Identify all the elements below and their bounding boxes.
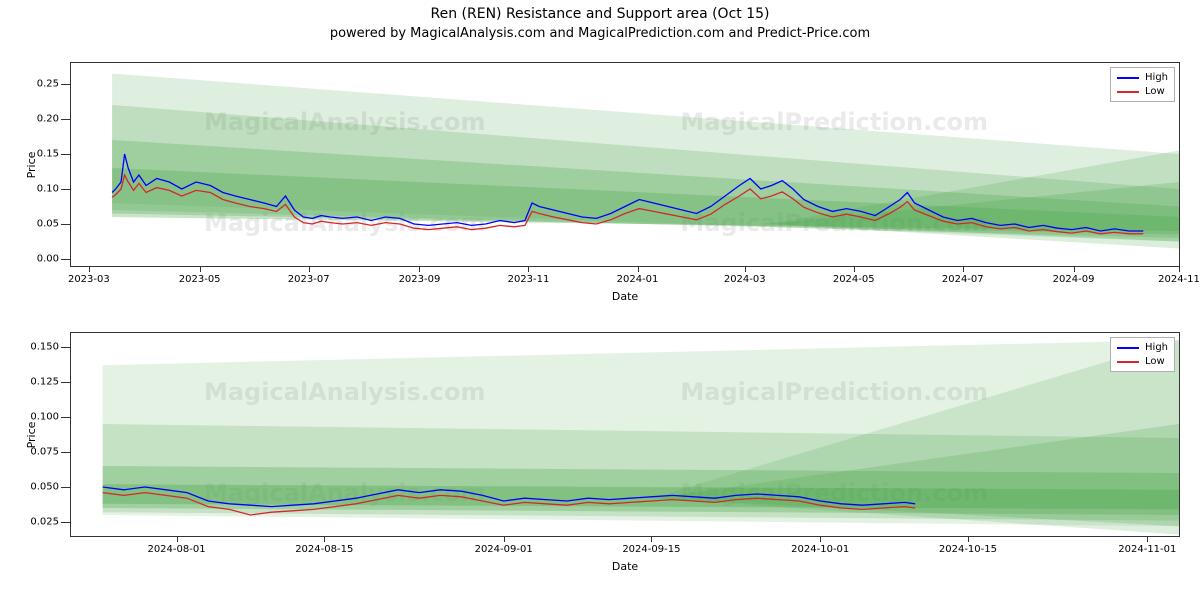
x-tick	[528, 266, 529, 272]
chart-title: Ren (REN) Resistance and Support area (O…	[0, 6, 1200, 22]
x-tick-label: 2023-07	[288, 274, 330, 285]
x-tick	[963, 266, 964, 272]
y-tick	[61, 347, 71, 348]
x-tick	[89, 266, 90, 272]
plot-area-top: MagicalAnalysis.com MagicalPrediction.co…	[70, 62, 1180, 267]
legend-swatch-high	[1117, 347, 1139, 349]
x-tick-label: 2024-10-01	[791, 544, 849, 555]
y-tick	[61, 522, 71, 523]
y-tick	[61, 119, 71, 120]
x-tick	[419, 266, 420, 272]
legend-label-high: High	[1145, 72, 1168, 83]
x-tick	[309, 266, 310, 272]
legend-item-low: Low	[1117, 356, 1168, 367]
y-axis-label: Price	[25, 421, 38, 448]
x-tick-label: 2024-09-15	[622, 544, 680, 555]
x-tick-label: 2024-01	[617, 274, 659, 285]
x-tick	[324, 536, 325, 542]
x-tick-label: 2024-10-15	[939, 544, 997, 555]
x-tick	[854, 266, 855, 272]
x-tick	[1074, 266, 1075, 272]
x-tick	[177, 536, 178, 542]
legend: High Low	[1110, 337, 1175, 372]
x-tick-label: 2024-08-15	[295, 544, 353, 555]
y-tick-label: 0.10	[37, 184, 59, 195]
y-tick	[61, 154, 71, 155]
x-tick	[820, 536, 821, 542]
x-tick	[200, 266, 201, 272]
legend-label-low: Low	[1145, 356, 1165, 367]
y-tick-label: 0.050	[30, 482, 59, 493]
y-tick-label: 0.125	[30, 377, 59, 388]
x-tick-label: 2024-05	[833, 274, 875, 285]
x-tick-label: 2024-09	[1053, 274, 1095, 285]
legend-item-high: High	[1117, 342, 1168, 353]
x-tick-label: 2024-07	[942, 274, 984, 285]
chart-svg-top	[71, 63, 1179, 266]
x-axis-label: Date	[612, 560, 638, 573]
panel-top: MagicalAnalysis.com MagicalPrediction.co…	[70, 62, 1180, 267]
y-tick-label: 0.15	[37, 149, 59, 160]
x-tick-label: 2023-11	[508, 274, 550, 285]
y-tick-label: 0.025	[30, 517, 59, 528]
y-tick-label: 0.20	[37, 114, 59, 125]
y-tick	[61, 487, 71, 488]
y-tick	[61, 382, 71, 383]
y-tick	[61, 452, 71, 453]
y-axis-label: Price	[25, 151, 38, 178]
x-tick-label: 2024-08-01	[147, 544, 205, 555]
x-tick	[504, 536, 505, 542]
x-tick	[638, 266, 639, 272]
x-tick-label: 2023-09	[399, 274, 441, 285]
legend-label-low: Low	[1145, 86, 1165, 97]
y-tick	[61, 224, 71, 225]
y-tick	[61, 417, 71, 418]
legend-item-low: Low	[1117, 86, 1168, 97]
figure: Ren (REN) Resistance and Support area (O…	[0, 0, 1200, 600]
x-tick-label: 2024-11-01	[1118, 544, 1176, 555]
legend-swatch-low	[1117, 361, 1139, 363]
x-axis-label: Date	[612, 290, 638, 303]
y-tick	[61, 259, 71, 260]
x-tick-label: 2023-03	[68, 274, 110, 285]
chart-svg-bottom	[71, 333, 1179, 536]
x-tick	[1179, 266, 1180, 272]
legend-swatch-high	[1117, 77, 1139, 79]
panel-bottom: MagicalAnalysis.com MagicalPrediction.co…	[70, 332, 1180, 537]
x-tick	[651, 536, 652, 542]
y-tick-label: 0.00	[37, 254, 59, 265]
x-tick	[968, 536, 969, 542]
title-block: Ren (REN) Resistance and Support area (O…	[0, 0, 1200, 41]
x-tick-label: 2024-03	[724, 274, 766, 285]
y-tick-label: 0.150	[30, 342, 59, 353]
x-tick-label: 2024-09-01	[475, 544, 533, 555]
y-tick	[61, 189, 71, 190]
x-tick	[745, 266, 746, 272]
legend: High Low	[1110, 67, 1175, 102]
x-tick-label: 2024-11	[1158, 274, 1200, 285]
legend-label-high: High	[1145, 342, 1168, 353]
x-tick-label: 2023-05	[179, 274, 221, 285]
legend-item-high: High	[1117, 72, 1168, 83]
plot-area-bottom: MagicalAnalysis.com MagicalPrediction.co…	[70, 332, 1180, 537]
y-tick-label: 0.25	[37, 79, 59, 90]
y-tick-label: 0.05	[37, 219, 59, 230]
chart-subtitle: powered by MagicalAnalysis.com and Magic…	[0, 26, 1200, 41]
legend-swatch-low	[1117, 91, 1139, 93]
x-tick	[1147, 536, 1148, 542]
y-tick	[61, 84, 71, 85]
